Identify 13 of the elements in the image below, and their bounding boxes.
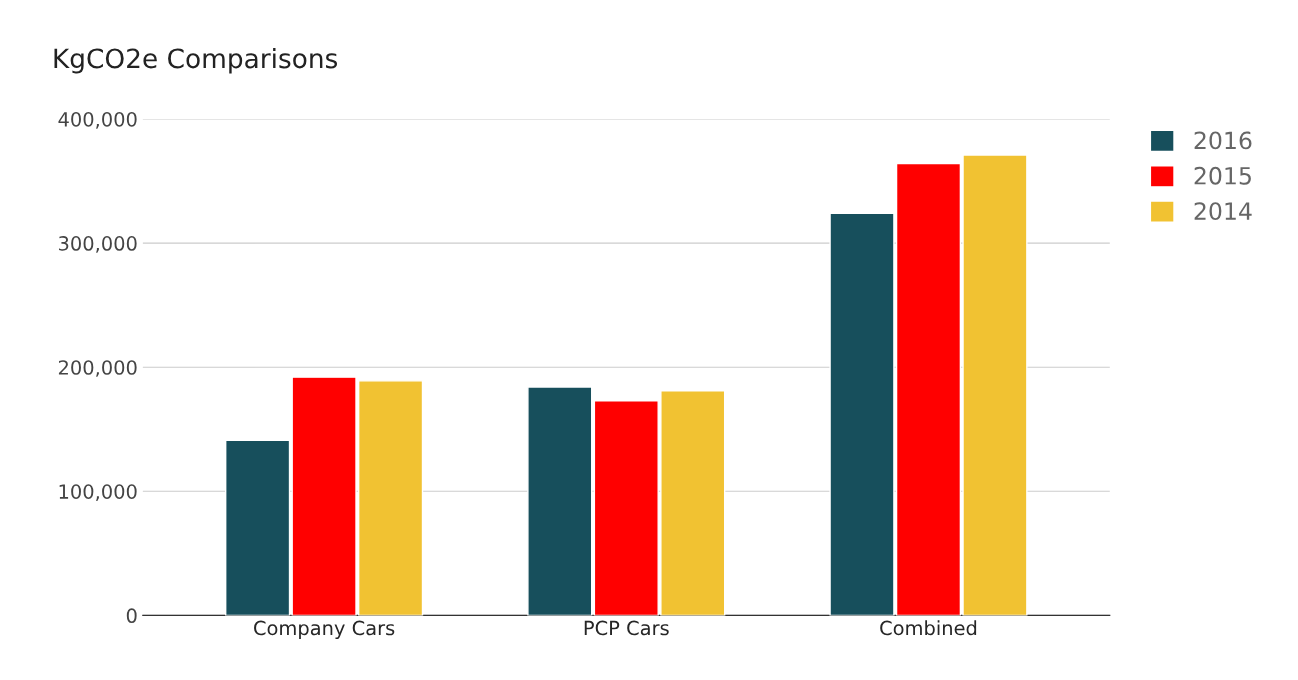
chart-title: KgCO2e Comparisons [54,47,338,74]
legend-label: 2016 [1194,131,1252,150]
y-tick-label: 400,000 [58,111,137,129]
bar [527,386,593,616]
legend-label: 2014 [1194,202,1252,221]
x-tick-label: Company Cars [254,620,395,640]
y-tick-label: 100,000 [59,484,137,501]
legend-label: 2015 [1194,166,1251,185]
x-tick-label: PCP Cars [584,620,669,636]
y-tick-label: 200,000 [58,360,137,377]
y-tick-label: 0 [126,608,137,624]
y-tick-label: 300,000 [58,236,137,253]
x-tick-label: Combined [880,620,977,636]
